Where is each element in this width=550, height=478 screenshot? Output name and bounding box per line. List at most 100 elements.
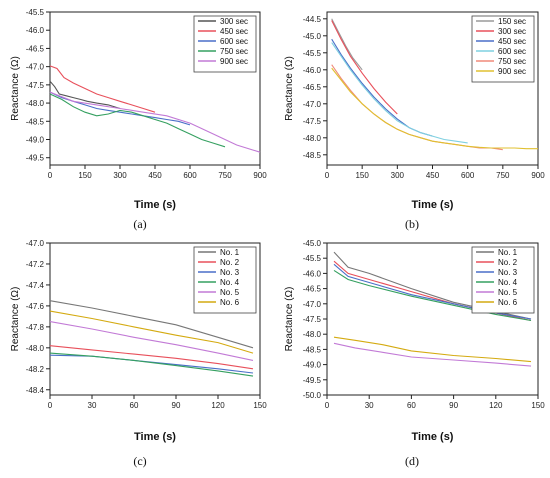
series-line-no-6 bbox=[333, 336, 532, 363]
series-line-no-5 bbox=[333, 342, 532, 367]
y-tick-label: -49.5 bbox=[303, 376, 322, 385]
x-tick-label: 900 bbox=[531, 171, 545, 180]
y-tick-label: -47.0 bbox=[26, 63, 45, 72]
chart-panel-b: 0 150 300 450 600 750 900 -44.5 -45.0 -45.5 -46.0 -… bbox=[284, 11, 545, 231]
series-line-300-sec bbox=[331, 20, 398, 115]
series-line-no-1 bbox=[49, 300, 254, 349]
x-tick-label: 600 bbox=[183, 171, 197, 180]
y-axis-label: Reactance (Ω) bbox=[10, 56, 21, 121]
legend-entry: 600 sec bbox=[220, 37, 248, 46]
x-tick-label: 150 bbox=[531, 401, 545, 410]
legend-entry: 900 sec bbox=[498, 67, 526, 76]
x-tick-label: 0 bbox=[48, 171, 53, 180]
x-tick-label: 30 bbox=[365, 401, 374, 410]
legend-entry: No. 2 bbox=[498, 258, 518, 267]
x-tick-label: 150 bbox=[355, 171, 369, 180]
y-tick-label: -46.0 bbox=[26, 26, 45, 35]
legend-entry: No. 5 bbox=[498, 288, 518, 297]
legend-entry: No. 3 bbox=[220, 268, 240, 277]
x-tick-label: 300 bbox=[113, 171, 127, 180]
x-axis-label: Time (s) bbox=[412, 431, 454, 443]
x-tick-label: 60 bbox=[407, 401, 416, 410]
x-tick-label: 120 bbox=[211, 401, 225, 410]
panel-label: (b) bbox=[405, 217, 419, 231]
panel-label: (a) bbox=[133, 217, 146, 231]
series-line-900-sec bbox=[331, 67, 538, 150]
x-tick-label: 300 bbox=[391, 171, 405, 180]
legend-entry: 150 sec bbox=[498, 17, 526, 26]
x-tick-label: 450 bbox=[426, 171, 440, 180]
y-tick-label: -47.5 bbox=[303, 117, 322, 126]
x-tick-label: 150 bbox=[253, 401, 267, 410]
y-axis-label: Reactance (Ω) bbox=[284, 56, 295, 121]
series-line-no-4 bbox=[333, 269, 532, 322]
x-tick-label: 750 bbox=[496, 171, 510, 180]
y-tick-label: -44.5 bbox=[303, 15, 322, 24]
y-tick-label: -46.0 bbox=[303, 66, 322, 75]
legend-entry: 900 sec bbox=[220, 57, 248, 66]
x-tick-label: 900 bbox=[253, 171, 267, 180]
legend-entry: No. 6 bbox=[498, 298, 518, 307]
legend-entry: 300 sec bbox=[498, 27, 526, 36]
y-tick-label: -48.0 bbox=[303, 330, 322, 339]
y-axis-label: Reactance (Ω) bbox=[10, 287, 21, 352]
x-tick-label: 90 bbox=[449, 401, 458, 410]
x-tick-label: 30 bbox=[88, 401, 97, 410]
series-line-150-sec bbox=[331, 18, 363, 71]
legend-entry: No. 4 bbox=[498, 278, 518, 287]
series-line-no-2 bbox=[49, 345, 254, 370]
x-tick-label: 60 bbox=[130, 401, 139, 410]
y-tick-label: -45.5 bbox=[26, 8, 45, 17]
y-tick-label: -48.0 bbox=[303, 134, 322, 143]
y-tick-label: -47.5 bbox=[303, 315, 322, 324]
x-tick-label: 150 bbox=[78, 171, 92, 180]
x-tick-label: 120 bbox=[489, 401, 503, 410]
x-tick-label: 450 bbox=[148, 171, 162, 180]
chart-panel-c: 0 30 60 90 120 150 -47.0 -47.2 -47.4 -47.6 -47.8 -4… bbox=[10, 239, 267, 468]
y-tick-label: -48.0 bbox=[26, 344, 45, 353]
y-tick-label: -47.5 bbox=[26, 81, 45, 90]
legend-entry: No. 4 bbox=[220, 278, 240, 287]
panel-label: (c) bbox=[133, 454, 146, 468]
y-tick-label: -45.0 bbox=[303, 239, 322, 248]
y-tick-label: -45.5 bbox=[303, 49, 322, 58]
y-tick-label: -49.5 bbox=[26, 154, 45, 163]
y-tick-label: -48.2 bbox=[26, 365, 45, 374]
legend-entry: 750 sec bbox=[498, 57, 526, 66]
y-tick-label: -48.5 bbox=[303, 151, 322, 160]
legend-entry: No. 1 bbox=[220, 248, 240, 257]
series-line-no-5 bbox=[49, 321, 254, 361]
legend-entry: No. 3 bbox=[498, 268, 518, 277]
legend-entry: No. 6 bbox=[220, 298, 240, 307]
y-tick-label: -47.6 bbox=[26, 302, 45, 311]
y-tick-label: -46.5 bbox=[26, 44, 45, 53]
y-tick-label: -47.0 bbox=[26, 239, 45, 248]
plot-frame bbox=[49, 242, 261, 396]
y-tick-label: -46.0 bbox=[303, 269, 322, 278]
series-line-900-sec bbox=[49, 91, 261, 153]
x-tick-label: 90 bbox=[172, 401, 181, 410]
x-tick-label: 0 bbox=[325, 401, 330, 410]
legend-entry: 600 sec bbox=[498, 47, 526, 56]
chart-panel-a: 0 150 300 450 600 750 900 -45.5 -46.0 -46.5 -47.0 -… bbox=[10, 8, 267, 231]
legend-entry: 450 sec bbox=[220, 27, 248, 36]
y-tick-label: -46.5 bbox=[303, 285, 322, 294]
y-tick-label: -47.2 bbox=[26, 260, 45, 269]
chart-panel-d: 0 30 60 90 120 150 -45.0 -45.5 -46.0 -46.5 -47.0 -4… bbox=[284, 239, 545, 468]
y-tick-label: -45.0 bbox=[303, 32, 322, 41]
x-axis-label: Time (s) bbox=[412, 199, 454, 211]
y-tick-label: -46.5 bbox=[303, 83, 322, 92]
y-tick-label: -49.0 bbox=[303, 361, 322, 370]
y-tick-label: -48.4 bbox=[26, 386, 45, 395]
x-axis-label: Time (s) bbox=[134, 199, 176, 211]
y-axis-label: Reactance (Ω) bbox=[284, 287, 295, 352]
y-tick-label: -47.0 bbox=[303, 100, 322, 109]
series-line-no-6 bbox=[49, 310, 254, 354]
y-tick-label: -48.5 bbox=[303, 345, 322, 354]
y-tick-label: -48.5 bbox=[26, 117, 45, 126]
x-tick-label: 750 bbox=[218, 171, 232, 180]
y-tick-label: -50.0 bbox=[303, 391, 322, 400]
x-tick-label: 0 bbox=[325, 171, 330, 180]
series-line-300-sec bbox=[49, 80, 121, 110]
